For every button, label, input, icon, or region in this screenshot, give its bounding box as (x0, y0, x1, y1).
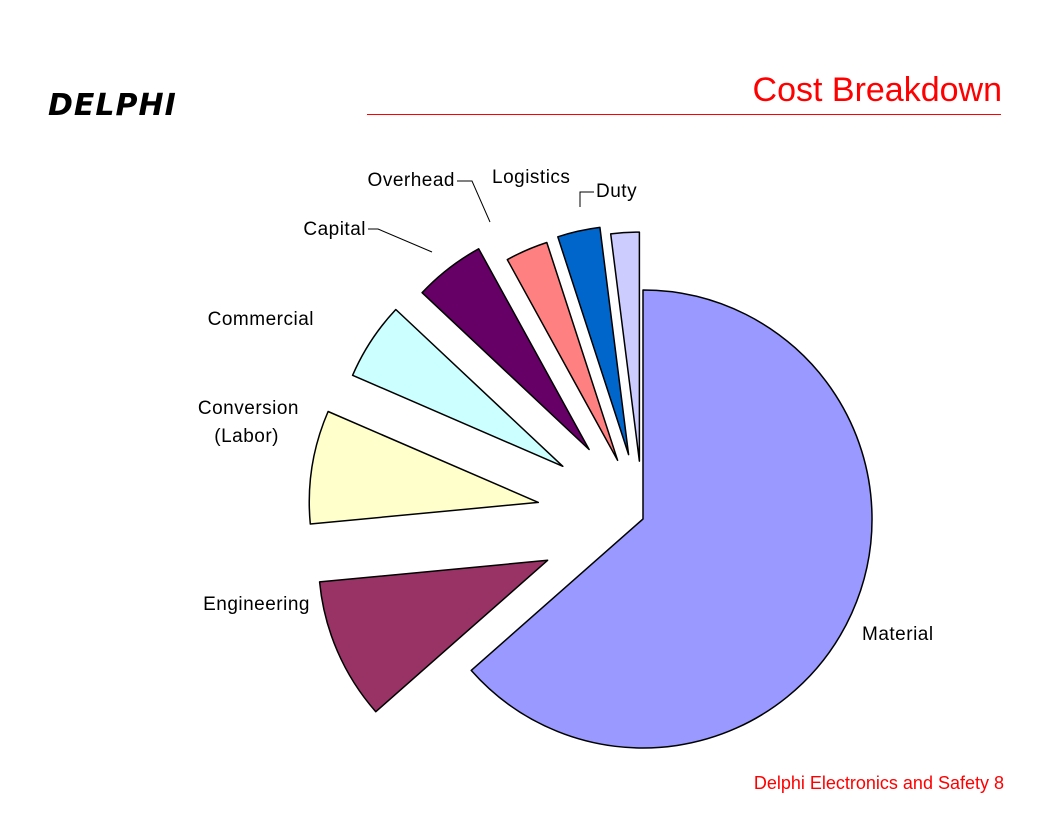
leader-line-overhead (457, 180, 491, 223)
pie-slice-conversion-labor (308, 410, 540, 525)
title-divider (367, 114, 1001, 115)
slice-label-logistics: Logistics (492, 167, 570, 188)
leader-line-capital (368, 228, 433, 253)
slice-label-material: Material (862, 624, 934, 645)
pie-slice-engineering (318, 559, 549, 713)
footer-text: Delphi Electronics and Safety 8 (753, 773, 1004, 793)
pie-slice-logistics (557, 226, 630, 456)
page-title: Cost Breakdown (752, 71, 1002, 109)
slice-label-commercial: Commercial (208, 309, 314, 330)
delphi-logo: DELPHI (48, 88, 177, 120)
pie-slice-overhead (506, 241, 619, 462)
slice-label-engineering: Engineering (203, 594, 310, 615)
pie-slice-duty (609, 231, 641, 462)
logo-text: DELPHI (48, 88, 177, 120)
slice-label-conversion-labor: Conversion (Labor) (198, 398, 299, 447)
slice-label-capital: Capital (303, 219, 366, 240)
slice-label-duty: Duty (596, 181, 637, 202)
pie-slice-capital (421, 248, 590, 451)
slice-label-overhead: Overhead (368, 170, 455, 191)
leader-line-duty (579, 191, 594, 207)
pie-slice-commercial (351, 308, 564, 468)
pie-slice-material (470, 289, 873, 749)
